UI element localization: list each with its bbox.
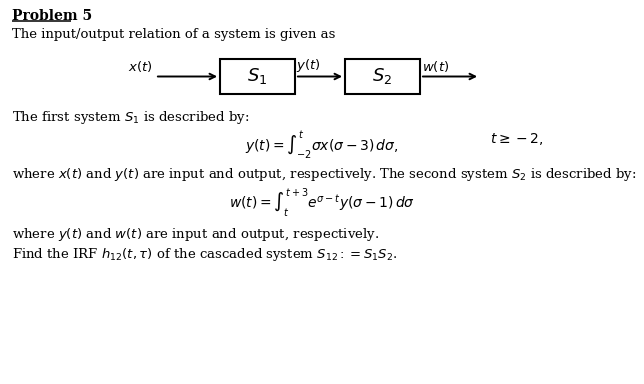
Bar <box>345 59 420 94</box>
Bar <box>220 59 295 94</box>
Text: where $y(t)$ and $w(t)$ are input and output, respectively.: where $y(t)$ and $w(t)$ are input and ou… <box>12 226 379 243</box>
Text: $S_2$: $S_2$ <box>372 66 393 86</box>
Text: $x(t)$: $x(t)$ <box>128 60 153 74</box>
Text: $S_1$: $S_1$ <box>247 66 268 86</box>
Text: Problem 5: Problem 5 <box>12 9 92 23</box>
Text: Find the IRF $h_{12}(t, \tau)$ of the cascaded system $S_{12} := S_1S_2$.: Find the IRF $h_{12}(t, \tau)$ of the ca… <box>12 246 397 263</box>
Text: The input/output relation of a system is given as: The input/output relation of a system is… <box>12 28 336 41</box>
Text: $t \geq -2,$: $t \geq -2,$ <box>490 131 544 147</box>
Text: $y(t) = \int_{-2}^{t} \sigma x(\sigma - 3)\,d\sigma,$: $y(t) = \int_{-2}^{t} \sigma x(\sigma - … <box>245 129 399 161</box>
Text: The first system $S_1$ is described by:: The first system $S_1$ is described by: <box>12 109 250 126</box>
Text: where $x(t)$ and $y(t)$ are input and output, respectively. The second system $S: where $x(t)$ and $y(t)$ are input and ou… <box>12 166 636 183</box>
Text: $y(t)$: $y(t)$ <box>296 58 321 74</box>
Text: $w(t) = \int_{t}^{t+3} e^{\sigma-t}y(\sigma - 1)\,d\sigma$: $w(t) = \int_{t}^{t+3} e^{\sigma-t}y(\si… <box>229 186 415 219</box>
Text: $w(t)$: $w(t)$ <box>422 60 450 74</box>
